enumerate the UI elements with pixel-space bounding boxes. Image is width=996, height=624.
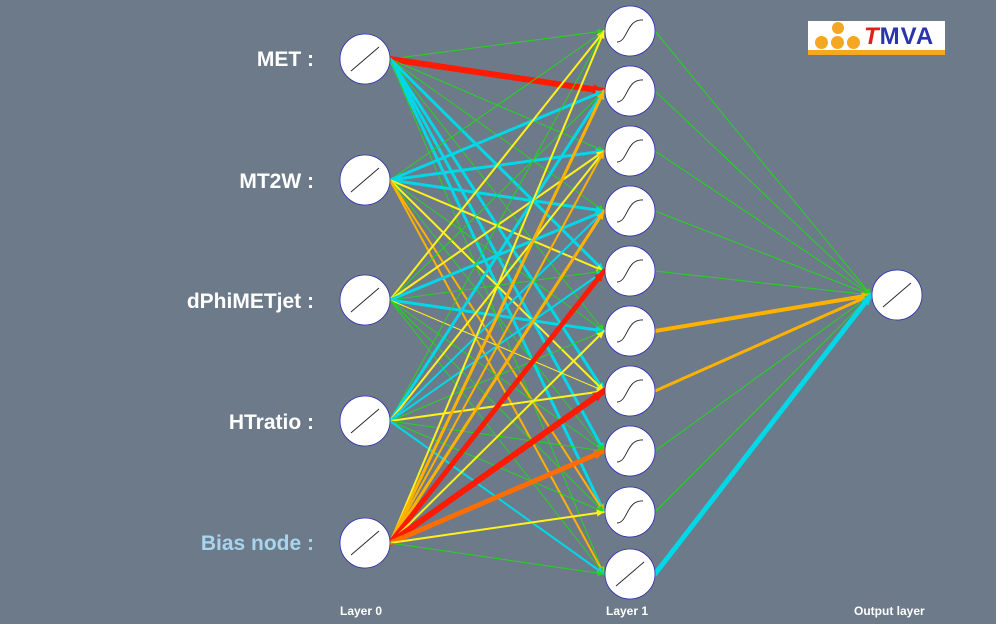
layer-label-input: Layer 0	[340, 604, 383, 618]
linear-activation-icon	[350, 408, 380, 434]
connection-arrowhead	[596, 211, 604, 220]
connection-l0-3-l1-0	[389, 30, 605, 422]
layer-label-output: Output layer	[854, 604, 925, 618]
connection-l1-6-out	[653, 293, 873, 393]
sigmoid-activation-icon	[616, 319, 644, 343]
connection-l1-8-out	[654, 294, 872, 513]
hidden-node-7	[604, 425, 656, 477]
logo-dot-icon	[831, 36, 844, 49]
bias-node-layer1	[604, 548, 656, 600]
logo-dot-icon	[815, 36, 828, 49]
connection-arrowhead	[594, 271, 604, 282]
input-node-1	[339, 154, 391, 206]
logo-dot-icon	[832, 22, 844, 34]
sigmoid-activation-icon	[616, 500, 644, 524]
connection-l0-4-l1-4	[387, 268, 607, 546]
sigmoid-activation-icon	[616, 439, 644, 463]
bias-node-layer0	[339, 517, 391, 569]
connection-l0-4-l1-3	[388, 209, 606, 545]
connection-l0-4-l1-5	[389, 330, 605, 544]
connection-arrowhead	[596, 331, 604, 339]
connection-arrowhead	[596, 509, 604, 517]
logo-dot-icon	[847, 36, 860, 49]
neurons	[339, 5, 923, 600]
input-label-htratio: HTratio :	[228, 411, 314, 434]
input-label-met: MET :	[256, 48, 314, 71]
connection-arrowhead	[592, 84, 604, 95]
sigmoid-activation-icon	[616, 139, 644, 163]
output-node	[871, 269, 923, 321]
connection-l1-9-out	[652, 292, 874, 577]
linear-activation-icon	[350, 287, 380, 313]
connection-l0-4-l1-1	[388, 89, 606, 545]
connection-l1-1-out	[654, 90, 872, 296]
connection-l0-4-l1-8	[389, 511, 605, 544]
connection-arrowhead	[592, 391, 604, 402]
connection-l0-3-l1-1	[388, 89, 606, 423]
logo-wordmark: TMVA	[864, 23, 935, 50]
connection-arrowhead	[861, 295, 871, 306]
weight-connections	[387, 28, 874, 577]
connection-arrowhead	[597, 570, 604, 577]
connection-arrowhead	[593, 450, 604, 460]
hidden-node-2	[604, 125, 656, 177]
sigmoid-activation-icon	[616, 379, 644, 403]
connection-l0-1-l1-1	[388, 89, 606, 182]
input-node-3	[339, 395, 391, 447]
connection-l1-3-out	[654, 210, 872, 296]
hidden-node-0	[604, 5, 656, 57]
input-label-mt2w: MT2W :	[239, 170, 314, 193]
input-label-dphimetjet: dPhiMETjet :	[186, 290, 314, 313]
connection-l0-2-l1-1	[389, 90, 605, 301]
connection-l1-7-out	[654, 294, 872, 452]
hidden-node-3	[604, 185, 656, 237]
input-node-2	[339, 274, 391, 326]
connection-arrowhead	[598, 31, 605, 39]
hidden-node-6	[604, 365, 656, 417]
connection-l0-0-l1-0	[389, 30, 605, 60]
connection-l0-4-l1-2	[389, 150, 605, 544]
connection-l0-4-l1-9	[389, 542, 605, 575]
connection-arrowhead	[597, 151, 604, 159]
input-node-0	[339, 33, 391, 85]
sigmoid-activation-icon	[616, 79, 644, 103]
sigmoid-activation-icon	[616, 19, 644, 43]
connection-l0-4-l1-6	[387, 388, 607, 546]
input-label-bias-node: Bias node :	[200, 532, 314, 555]
sigmoid-activation-icon	[616, 199, 644, 223]
connection-l0-4-l1-0	[389, 30, 605, 544]
tmva-logo: TMVA	[808, 21, 945, 55]
connection-arrowhead	[596, 91, 605, 100]
connection-l1-5-out	[653, 293, 873, 333]
connection-l0-4-l1-7	[387, 448, 607, 546]
linear-activation-icon	[882, 282, 912, 308]
hidden-node-8	[604, 486, 656, 538]
connection-l0-1-l1-0	[389, 30, 605, 181]
connection-l1-4-out	[654, 270, 872, 296]
hidden-node-5	[604, 305, 656, 357]
connection-l1-0-out	[654, 30, 872, 296]
connection-l1-2-out	[654, 150, 872, 296]
hidden-node-4	[604, 245, 656, 297]
linear-activation-icon	[615, 561, 645, 587]
connection-l0-0-l1-1	[387, 56, 607, 94]
linear-activation-icon	[350, 530, 380, 556]
layer-label-hidden: Layer 1	[606, 604, 649, 618]
linear-activation-icon	[350, 46, 380, 72]
connection-l0-2-l1-0	[389, 30, 605, 301]
sigmoid-activation-icon	[616, 259, 644, 283]
linear-activation-icon	[350, 167, 380, 193]
hidden-node-1	[604, 65, 656, 117]
